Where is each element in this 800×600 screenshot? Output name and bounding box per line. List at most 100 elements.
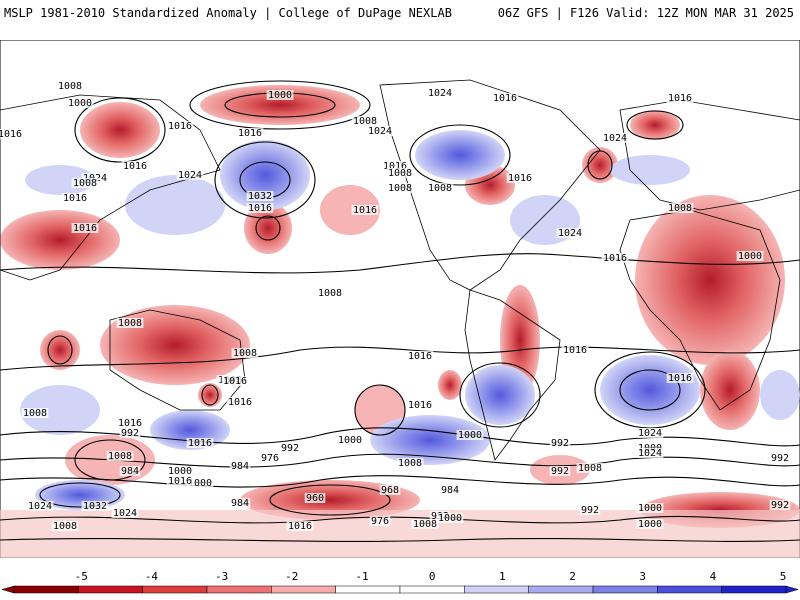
colorbar-tick-label: 0 [429,570,436,583]
colorbar-segment [13,585,79,594]
contour-label-bg [636,519,664,529]
contour-label-bg [71,178,99,188]
contour-label-bg [229,498,251,508]
contour-label: 1016 [123,161,147,172]
contour-label-bg [506,173,534,183]
contour-label: 1016 [0,129,22,140]
contour-label-bg [351,205,379,215]
map-title: MSLP 1981-2010 Standardized Anomaly | Co… [4,6,452,20]
contour-label-bg [166,476,194,486]
contour-label: 1008 [578,463,602,474]
contour-label-bg [666,93,694,103]
contour-label: 1016 [408,351,432,362]
contour-label-bg [119,466,141,476]
contour-label: 1024 [28,501,52,512]
contour-label: 1008 [23,408,47,419]
contour-label: 1016 [168,121,192,132]
contour-label: 992 [771,500,789,511]
positive-anomaly-region [80,102,160,158]
colorbar-segment [142,585,208,594]
colorbar-tick-label: -4 [145,570,159,583]
contour-label-bg [456,430,484,440]
contour-label-bg [186,478,214,488]
contour-label-bg [231,348,259,358]
colorbar-segment [528,585,594,594]
contour-label-bg [636,428,664,438]
contour-label-bg [411,519,439,529]
contour-label: 1016 [408,400,432,411]
colorbar-segment [206,585,272,594]
contour-label: 1024 [638,428,662,439]
contour-label: 1016 [668,93,692,104]
contour-label-bg [576,463,604,473]
contour-label-bg [229,461,251,471]
contour-label: 1008 [428,183,452,194]
contour-label-bg [386,183,414,193]
asia-outline [0,94,221,281]
contour-label-bg [166,466,194,476]
contour-label: 1016 [238,128,262,139]
contour-label-bg [426,183,454,193]
contour-label-bg [304,493,326,503]
contour-label-bg [351,116,379,126]
contour-label: 984 [231,498,249,509]
colorbar-tick-label: 2 [569,570,576,583]
colorbar-segment [657,585,722,594]
contour-label-bg [286,521,314,531]
contour-label-bg [116,318,144,328]
colorbar: -5 -4 -3 -2 -1 0 1 2 3 4 5 [1,570,799,594]
contour-label: 992 [771,453,789,464]
contour-label: 1016 [603,253,627,264]
contour-label: 992 [581,505,599,516]
positive-anomaly-region [438,370,462,400]
colorbar-segment [592,585,658,594]
contour-label-bg [121,161,149,171]
positive-anomaly-region [630,110,680,140]
contour-label-bg [106,451,134,461]
contour-label: 1008 [353,116,377,127]
contour-label-bg [439,485,461,495]
contour-label-bg [259,453,281,463]
contour-label: 1016 [288,521,312,532]
negative-anomaly-region [600,355,700,425]
contour-label-bg [491,93,519,103]
negative-anomaly-region [610,155,690,185]
contour-label: 1000 [458,430,482,441]
positive-anomaly-region [40,330,80,370]
contour-label-bg [176,170,204,180]
contour-label: 1008 [318,288,342,299]
contour-label: 1016 [223,376,247,387]
contour-label: 1008 [388,168,412,179]
negative-anomaly-region [465,365,535,425]
contour-label: 1008 [388,183,412,194]
contour-label-bg [369,516,391,526]
positive-anomaly-region [200,85,360,125]
contour-label: 1008 [398,458,422,469]
contour-label: 1008 [73,178,97,189]
south-america-outline [464,289,561,461]
contour-label: 976 [371,516,389,527]
contour-label: 984 [231,461,249,472]
contour-label-bg [436,513,464,523]
contour-label: 992 [551,438,569,449]
contour-label: 992 [121,428,139,439]
contour-label: 960 [306,493,324,504]
contour-label: 976 [261,453,279,464]
positive-anomaly-region [244,202,292,254]
contour-label-bg [379,485,401,495]
header: MSLP 1981-2010 Standardized Anomaly | Co… [0,0,800,40]
contour-label-bg [111,508,139,518]
contour-label-bg [236,128,264,138]
contour-label-bg [396,458,424,468]
anomaly-map: 1008100010001016101610241016102410081016… [0,40,800,558]
contour-label: 1016 [118,418,142,429]
contour-label-bg [0,129,24,139]
model-run-info: 06Z GFS | F126 Valid: 12Z MON MAR 31 202… [497,6,794,20]
contour-label: 1008 [413,519,437,530]
colorbar-tick-label: 1 [499,570,506,583]
contour-label-bg [81,501,109,511]
contour-label: 1016 [563,345,587,356]
contour-label: 1024 [558,228,582,239]
contour-label-bg [116,418,144,428]
contour-label: 1024 [603,133,627,144]
